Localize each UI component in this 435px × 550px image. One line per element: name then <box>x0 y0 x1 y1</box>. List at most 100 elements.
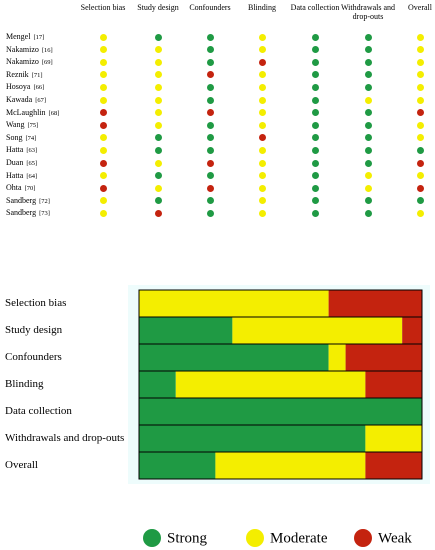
rating-dot <box>258 46 266 54</box>
rating-dot <box>206 172 214 180</box>
category-label: Blinding <box>5 378 44 390</box>
rating-dot <box>206 46 214 54</box>
category-label: Data collection <box>5 405 72 417</box>
study-name: Song [74] <box>6 133 36 144</box>
reference: [69] <box>41 59 53 67</box>
rating-dot <box>99 134 107 142</box>
rating-dot <box>416 197 424 205</box>
reference: [63] <box>26 147 38 155</box>
legend-label: Weak <box>378 530 412 546</box>
rating-dot <box>311 172 319 180</box>
column-header: Data collection <box>290 3 340 12</box>
study: Duan <box>6 158 24 167</box>
rating-dot <box>99 184 107 192</box>
rating-dot <box>258 146 266 154</box>
study: Reznik <box>6 69 29 79</box>
rating-dot <box>206 109 214 117</box>
rating-dot <box>416 134 424 142</box>
study-name: Mengel [17] <box>6 32 44 43</box>
rating-dot <box>416 33 424 41</box>
rating-dot <box>154 46 162 54</box>
rating-dot <box>258 33 266 41</box>
reference: [17] <box>33 34 45 41</box>
rating-dot <box>154 109 162 117</box>
rating-dot <box>154 134 162 142</box>
study-name: Hatta [64] <box>6 171 37 182</box>
study-name: Nakamizo [69] <box>6 57 53 68</box>
reference: [68] <box>48 109 60 117</box>
study: Sandberg <box>6 195 37 205</box>
rating-dot <box>154 209 162 217</box>
rating-dot <box>364 209 372 217</box>
study: Kawada <box>6 95 33 104</box>
rating-dot <box>364 146 372 154</box>
bar-segment <box>139 398 422 425</box>
study-name: Kawada [67] <box>6 95 46 106</box>
study: Nakamizo <box>6 44 39 54</box>
rating-dot <box>364 33 372 41</box>
bar-segment <box>365 425 422 452</box>
column-header: Overall <box>408 3 432 12</box>
bar-segment <box>328 290 422 317</box>
rating-dot <box>416 146 424 154</box>
rating-dot <box>99 121 107 129</box>
column-header: Blinding <box>247 3 276 12</box>
reference: [74] <box>25 134 37 142</box>
bar-segment <box>139 344 329 371</box>
rating-dot <box>364 96 372 104</box>
rating-dot <box>258 159 266 167</box>
rating-dot <box>99 209 107 217</box>
rating-dot <box>364 134 372 142</box>
rating-dot <box>311 58 319 66</box>
category-label: Overall <box>5 459 38 471</box>
rating-dot <box>364 121 372 129</box>
rating-dot <box>258 83 266 91</box>
rating-dot <box>99 83 107 91</box>
rating-dot <box>416 96 424 104</box>
rating-dot <box>364 46 372 54</box>
category-label: Confounders <box>5 351 62 363</box>
rating-dot <box>206 71 214 79</box>
bar-segment <box>345 344 422 371</box>
reference: [72] <box>39 197 50 205</box>
bar-segment <box>139 290 329 317</box>
reference: [71] <box>31 71 43 79</box>
bar-segment <box>328 344 346 371</box>
rating-dot <box>154 71 162 79</box>
category-label: Withdrawals and drop-outs <box>5 432 124 444</box>
study: Hatta <box>6 145 24 155</box>
study-name: Duan [65] <box>6 158 37 169</box>
reference: [16] <box>41 46 53 54</box>
rating-dot <box>99 71 107 79</box>
bar-segment <box>139 425 366 452</box>
bar-segment <box>232 317 403 344</box>
rating-dot <box>206 58 214 66</box>
study: Mengel <box>6 32 31 41</box>
rating-dot <box>99 172 107 180</box>
column-header: Withdrawals and drop-outs <box>340 3 396 21</box>
rating-dot <box>364 109 372 117</box>
rating-dot <box>206 96 214 104</box>
bar-segment <box>215 452 366 479</box>
rating-dot <box>311 96 319 104</box>
rating-dot <box>258 197 266 205</box>
rating-dot <box>311 197 319 205</box>
rating-dot <box>416 71 424 79</box>
rating-dot <box>311 46 319 54</box>
rating-dot <box>311 71 319 79</box>
rating-dot <box>416 58 424 66</box>
rating-dot <box>258 172 266 180</box>
bar-segment <box>139 371 176 398</box>
reference: [73] <box>39 210 50 218</box>
rating-dot <box>258 209 266 217</box>
rating-dot <box>258 134 266 142</box>
rating-dot <box>311 134 319 142</box>
rating-dot <box>416 159 424 167</box>
reference: [75] <box>27 122 39 130</box>
legend-swatch <box>143 529 161 547</box>
rating-dot <box>206 146 214 154</box>
rating-dot <box>99 197 107 205</box>
rating-dot <box>258 121 266 129</box>
rating-dot <box>154 33 162 41</box>
